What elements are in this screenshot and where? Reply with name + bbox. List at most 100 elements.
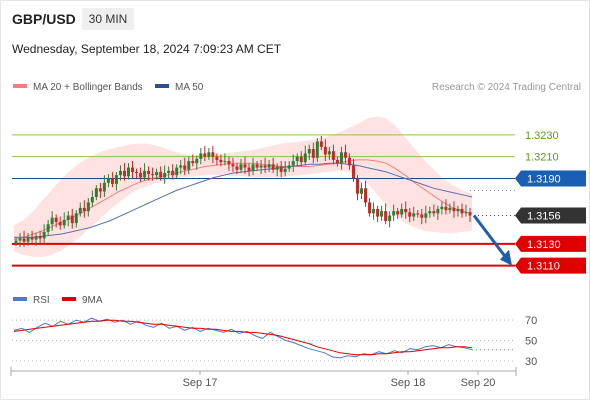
candle-body xyxy=(436,208,440,214)
candle-body xyxy=(66,215,70,220)
candle-body xyxy=(460,208,464,214)
candle-body xyxy=(167,170,171,174)
bollinger-band-fill xyxy=(14,116,472,257)
candle-body xyxy=(424,213,428,218)
candle-body xyxy=(456,208,460,212)
candle-body xyxy=(159,171,163,178)
candle-body xyxy=(412,213,416,217)
datetime-label: Wednesday, September 18, 2024 7:09:23 AM… xyxy=(12,42,282,56)
support-label: 1.3110 xyxy=(527,261,560,273)
candle-body xyxy=(70,215,74,224)
candle-body xyxy=(251,164,255,171)
candle-body xyxy=(307,149,311,154)
candle-body xyxy=(327,151,331,155)
timeframe-badge[interactable] xyxy=(82,8,134,30)
candle-body xyxy=(147,170,151,175)
candle-body xyxy=(74,213,78,224)
candle-body xyxy=(86,202,90,212)
candle-body xyxy=(183,165,187,170)
candle-body xyxy=(199,153,203,159)
candle-body xyxy=(267,164,271,168)
candle-body xyxy=(428,211,432,214)
rsi-legend-swatch xyxy=(13,297,27,301)
symbol-title: GBP/USD xyxy=(12,11,76,27)
candle-body xyxy=(432,211,436,214)
candle-body xyxy=(448,207,452,211)
candle-body xyxy=(388,215,392,221)
candle-body xyxy=(243,164,247,168)
rsi-legend-label: RSI xyxy=(33,295,50,306)
candle-body xyxy=(122,170,126,177)
candle-body xyxy=(239,164,243,170)
candle-body xyxy=(215,156,219,160)
candle-body xyxy=(283,168,287,172)
level-lines xyxy=(12,134,515,267)
candle-body xyxy=(323,146,327,155)
candle-body xyxy=(179,165,183,168)
candle-body xyxy=(368,202,372,214)
candle-body xyxy=(98,188,102,192)
candle-body xyxy=(416,213,420,215)
candle-body xyxy=(219,159,223,163)
candle-body xyxy=(38,236,42,239)
candle-body xyxy=(211,152,215,157)
candle-body xyxy=(408,212,412,217)
candle-body xyxy=(58,222,62,226)
timeframe-label: 30 MIN xyxy=(89,12,128,26)
candle-body xyxy=(343,152,347,158)
x-tick-label: Sep 17 xyxy=(183,377,218,389)
candle-body xyxy=(396,211,400,215)
resistance-label: 1.3230 xyxy=(525,130,559,142)
candle-body xyxy=(400,208,404,215)
candle-body xyxy=(360,188,364,194)
bollinger-band xyxy=(14,116,472,257)
candle-body xyxy=(22,238,26,242)
candle-body xyxy=(444,206,448,211)
support-label-box xyxy=(515,235,586,252)
candle-body xyxy=(110,178,114,184)
candle-body xyxy=(106,178,110,183)
current-price-label: 1.3156 xyxy=(527,211,561,223)
candle-body xyxy=(376,208,380,217)
candle-body xyxy=(468,212,472,216)
candle-body xyxy=(299,156,303,163)
candle-body xyxy=(143,170,147,178)
ma20-legend-swatch xyxy=(13,84,27,88)
x-tick-label: Sep 20 xyxy=(461,377,496,389)
candle-body xyxy=(295,156,299,162)
candle-body xyxy=(223,161,227,163)
x-axis: Sep 17 Sep 18 Sep 20 xyxy=(10,367,517,389)
candle-body xyxy=(231,164,235,167)
rsi-tick-label: 30 xyxy=(525,356,537,368)
candle-body xyxy=(247,167,251,171)
candle-body xyxy=(356,178,360,194)
resistance-label: 1.3210 xyxy=(525,152,559,164)
candle-body xyxy=(18,238,22,241)
candle-body xyxy=(203,153,207,157)
candle-body xyxy=(175,167,179,176)
candle-body xyxy=(42,231,46,239)
candle-body xyxy=(94,188,98,197)
forecast-arrow-head xyxy=(500,249,512,266)
pivot-label-box xyxy=(515,170,586,187)
candle-body xyxy=(315,141,319,158)
candle-body xyxy=(259,165,263,168)
candle-body xyxy=(131,167,135,172)
rsi-tick-label: 70 xyxy=(525,315,537,327)
candle-body xyxy=(207,152,211,157)
candle-body xyxy=(227,161,231,165)
candle-body xyxy=(139,173,143,178)
candle-body xyxy=(464,212,468,214)
candle-body xyxy=(331,151,335,160)
candle-body xyxy=(420,214,424,218)
pivot-label: 1.3190 xyxy=(527,173,561,185)
ma50-line xyxy=(14,162,473,238)
candle-body xyxy=(50,217,54,225)
candle-body xyxy=(271,164,275,170)
candle-body xyxy=(62,219,66,226)
forecast-arrow xyxy=(472,214,512,266)
candle-body xyxy=(452,207,456,212)
candle-body xyxy=(287,165,291,169)
current-price-box xyxy=(515,207,586,224)
candle-body xyxy=(263,165,267,168)
